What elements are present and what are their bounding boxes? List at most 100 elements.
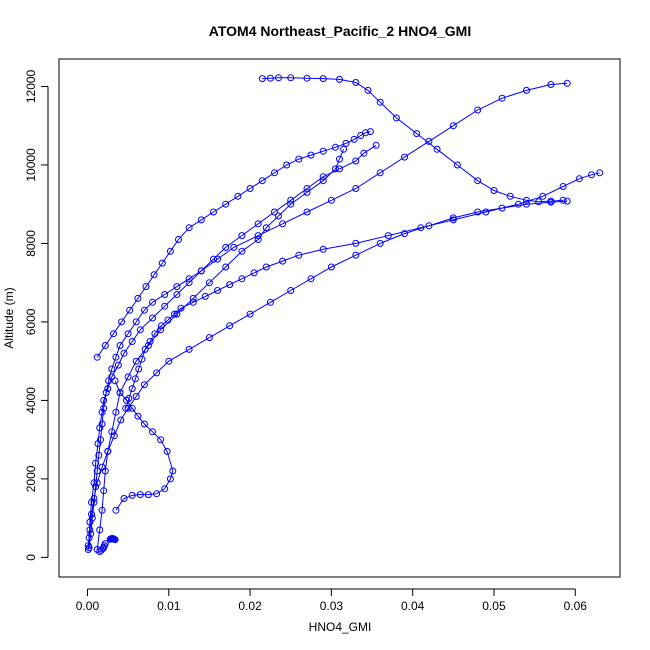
data-point — [114, 361, 122, 369]
data-point — [166, 247, 174, 255]
data-point — [161, 291, 169, 298]
x-tick-label: 0.03 — [320, 599, 344, 613]
data-point — [112, 506, 120, 514]
series-layer — [84, 74, 604, 555]
series-7 — [258, 74, 567, 206]
data-point — [141, 345, 149, 353]
y-tick-label: 0 — [24, 554, 38, 561]
data-point — [266, 74, 274, 82]
data-point — [376, 239, 384, 247]
data-point — [97, 436, 104, 444]
data-point — [498, 204, 506, 212]
data-point — [100, 487, 108, 495]
data-point — [120, 349, 128, 357]
data-point — [514, 200, 522, 208]
data-point — [144, 491, 152, 499]
y-tick-label: 10000 — [24, 148, 38, 182]
data-point — [498, 94, 506, 102]
data-point — [135, 365, 143, 373]
data-point — [336, 155, 343, 163]
series-10 — [96, 540, 109, 555]
data-point — [362, 129, 369, 137]
data-point — [222, 263, 230, 271]
data-point — [101, 342, 109, 349]
data-point — [575, 175, 583, 183]
x-tick-label: 0.02 — [238, 599, 262, 613]
series-8 — [93, 128, 374, 361]
data-point — [185, 345, 193, 353]
data-point — [307, 275, 315, 283]
data-point — [153, 490, 161, 498]
series-9 — [106, 535, 119, 544]
data-point — [165, 357, 173, 365]
data-point — [559, 196, 567, 204]
data-point — [110, 432, 118, 440]
data-point — [238, 275, 246, 283]
data-point — [453, 161, 461, 169]
data-point — [246, 310, 254, 318]
data-point — [142, 283, 150, 291]
data-point — [449, 216, 457, 224]
data-point — [226, 281, 234, 289]
data-point — [117, 416, 125, 424]
data-point — [372, 141, 380, 149]
data-point — [146, 338, 154, 345]
data-point — [271, 208, 278, 216]
data-point — [116, 389, 124, 397]
data-point — [535, 198, 543, 206]
data-point — [336, 75, 343, 83]
data-point — [110, 330, 117, 338]
data-point — [262, 224, 270, 232]
data-point — [523, 86, 530, 94]
data-point — [433, 145, 441, 153]
data-point — [547, 197, 555, 205]
data-point — [523, 200, 530, 208]
x-axis-label: HNO4_GMI — [309, 620, 372, 634]
data-point — [266, 298, 274, 306]
data-point — [116, 342, 124, 349]
data-point — [384, 232, 392, 240]
data-point — [86, 526, 94, 534]
data-point — [120, 495, 128, 502]
data-point — [596, 169, 604, 177]
data-point — [185, 275, 193, 283]
data-point — [222, 200, 230, 208]
data-point — [279, 220, 287, 228]
data-point — [166, 475, 174, 483]
data-point — [124, 330, 132, 338]
data-point — [287, 200, 295, 208]
data-point — [112, 353, 120, 361]
data-point — [205, 279, 213, 287]
data-point — [138, 355, 146, 363]
y-axis: 0 2000 4000 6000 8000 10000 12000 — [24, 69, 49, 561]
data-point — [425, 222, 433, 230]
data-point — [392, 114, 400, 122]
data-point — [126, 306, 134, 314]
data-point — [327, 196, 335, 204]
data-point — [523, 196, 530, 204]
data-point — [131, 375, 139, 383]
data-point — [173, 291, 181, 298]
data-point — [352, 251, 360, 259]
data-point — [336, 165, 343, 173]
data-point — [87, 530, 95, 538]
data-point — [189, 294, 197, 302]
data-point — [98, 408, 106, 416]
data-point — [588, 171, 595, 179]
data-point — [254, 236, 262, 243]
data-point — [205, 334, 213, 342]
data-point — [366, 128, 374, 136]
series-2 — [93, 145, 348, 553]
data-point — [307, 151, 315, 159]
x-tick-label: 0.00 — [76, 599, 100, 613]
data-point — [563, 197, 571, 205]
data-point — [275, 74, 282, 82]
data-point — [123, 396, 130, 404]
y-tick-label: 12000 — [24, 69, 38, 103]
x-axis: 0.00 0.01 0.02 0.03 0.04 0.05 0.06 — [76, 588, 587, 613]
data-point — [102, 389, 110, 397]
data-point — [490, 187, 498, 194]
data-point — [482, 208, 490, 216]
data-point — [132, 393, 140, 400]
